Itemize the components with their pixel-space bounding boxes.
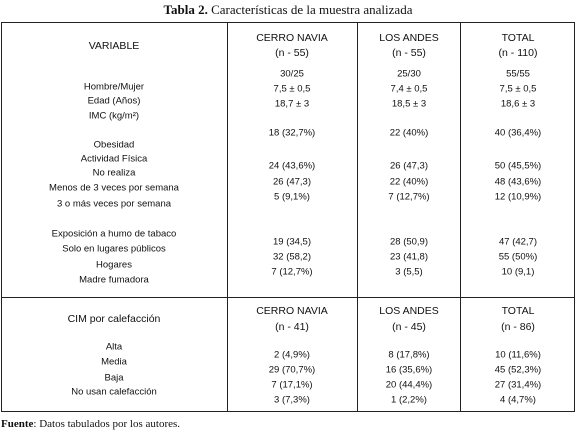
cell: 2 (4,9%) bbox=[274, 350, 310, 361]
cell: 22 (40%) bbox=[390, 177, 429, 188]
title-label: Tabla 2. bbox=[164, 2, 208, 17]
cell: 18,7 ± 3 bbox=[275, 99, 309, 110]
row-label: No usan calefacción bbox=[71, 387, 157, 398]
column-n: (n - 55) bbox=[392, 47, 426, 59]
row-label: 3 o más veces por semana bbox=[57, 199, 172, 210]
column-n: (n - 110) bbox=[499, 47, 538, 59]
row-label: Madre fumadora bbox=[79, 275, 149, 286]
cell: 7 (12,7%) bbox=[388, 192, 429, 203]
cell: 29 (70,7%) bbox=[269, 365, 315, 376]
cell: 25/30 bbox=[397, 69, 421, 80]
cell: 55/55 bbox=[506, 69, 530, 80]
cell: 18,6 ± 3 bbox=[501, 99, 535, 110]
column-header: LOS ANDES bbox=[379, 32, 439, 44]
row-label: Actividad Física bbox=[81, 154, 148, 165]
row-label: Media bbox=[101, 357, 128, 368]
column-n: (n - 86) bbox=[501, 321, 535, 333]
column-n: (n - 41) bbox=[275, 321, 309, 333]
cell: 10 (11,6%) bbox=[495, 350, 541, 361]
cell: 27 (31,4%) bbox=[495, 380, 541, 391]
footer-text: : Datos tabulados por los autores. bbox=[33, 418, 180, 430]
column-n: (n - 55) bbox=[275, 47, 309, 59]
row-label: Baja bbox=[104, 373, 124, 384]
row-label: No realiza bbox=[93, 168, 136, 179]
row-label: Hombre/Mujer bbox=[84, 82, 144, 93]
table-border bbox=[1, 22, 575, 412]
cell: 24 (43,6%) bbox=[269, 161, 315, 172]
cell: 8 (17,8%) bbox=[388, 350, 429, 361]
cell: 16 (35,6%) bbox=[386, 365, 432, 376]
cell: 3 (5,5) bbox=[395, 267, 422, 278]
cell: 32 (58,2) bbox=[273, 252, 311, 263]
row-label: IMC (kg/m²) bbox=[89, 111, 139, 122]
cell: 18 (32,7%) bbox=[269, 128, 315, 139]
column-header: CERRO NAVIA bbox=[256, 305, 328, 317]
cell: 7,5 ± 0,5 bbox=[274, 84, 311, 95]
variable-header: CIM por calefacción bbox=[68, 313, 161, 325]
cell: 26 (47,3) bbox=[273, 177, 311, 188]
cell: 7,4 ± 0,5 bbox=[391, 84, 428, 95]
cell: 18,5 ± 3 bbox=[392, 99, 426, 110]
cell: 3 (7,3%) bbox=[274, 395, 310, 406]
cell: 30/25 bbox=[280, 69, 304, 80]
title-text: Características de la muestra analizada bbox=[211, 2, 413, 17]
cell: 48 (43,6%) bbox=[495, 177, 541, 188]
row-label: Menos de 3 veces por semana bbox=[49, 183, 180, 194]
cell: 7,5 ± 0,5 bbox=[500, 84, 537, 95]
cell: 26 (47,3) bbox=[390, 161, 428, 172]
row-label: Solo en lugares públicos bbox=[62, 244, 166, 255]
cell: 4 (4,7%) bbox=[500, 395, 536, 406]
cell: 19 (34,5) bbox=[273, 237, 311, 248]
cell: 7 (17,1%) bbox=[271, 380, 312, 391]
cell: 12 (10,9%) bbox=[495, 192, 541, 203]
cell: 28 (50,9) bbox=[390, 237, 428, 248]
column-header: LOS ANDES bbox=[379, 305, 439, 317]
cell: 40 (36,4%) bbox=[495, 128, 541, 139]
cell: 55 (50%) bbox=[499, 252, 538, 263]
cell: 22 (40%) bbox=[390, 128, 429, 139]
cell: 23 (41,8) bbox=[390, 252, 428, 263]
column-header: CERRO NAVIA bbox=[256, 32, 328, 44]
row-label: Edad (Años) bbox=[88, 96, 141, 107]
row-label: Alta bbox=[106, 342, 123, 353]
cell: 50 (45,5%) bbox=[495, 161, 541, 172]
column-header: TOTAL bbox=[502, 32, 535, 44]
row-label: Hogares bbox=[96, 260, 132, 271]
cell: 5 (9,1%) bbox=[274, 192, 310, 203]
row-label: Obesidad bbox=[94, 140, 135, 151]
footer-label: Fuente bbox=[1, 418, 34, 430]
cell: 47 (42,7) bbox=[499, 237, 537, 248]
column-header: TOTAL bbox=[502, 305, 535, 317]
cell: 20 (44,4%) bbox=[386, 380, 432, 391]
cell: 7 (12,7%) bbox=[271, 267, 312, 278]
table-title: Tabla 2. Características de la muestra a… bbox=[164, 2, 413, 17]
variable-header: VARIABLE bbox=[89, 40, 140, 52]
row-label: Exposición a humo de tabaco bbox=[52, 229, 177, 240]
cell: 1 (2,2%) bbox=[391, 395, 427, 406]
column-n: (n - 45) bbox=[392, 321, 426, 333]
cell: 45 (52,3%) bbox=[495, 365, 541, 376]
cell: 10 (9,1) bbox=[502, 267, 535, 278]
footer: Fuente: Datos tabulados por los autores. bbox=[1, 418, 180, 430]
